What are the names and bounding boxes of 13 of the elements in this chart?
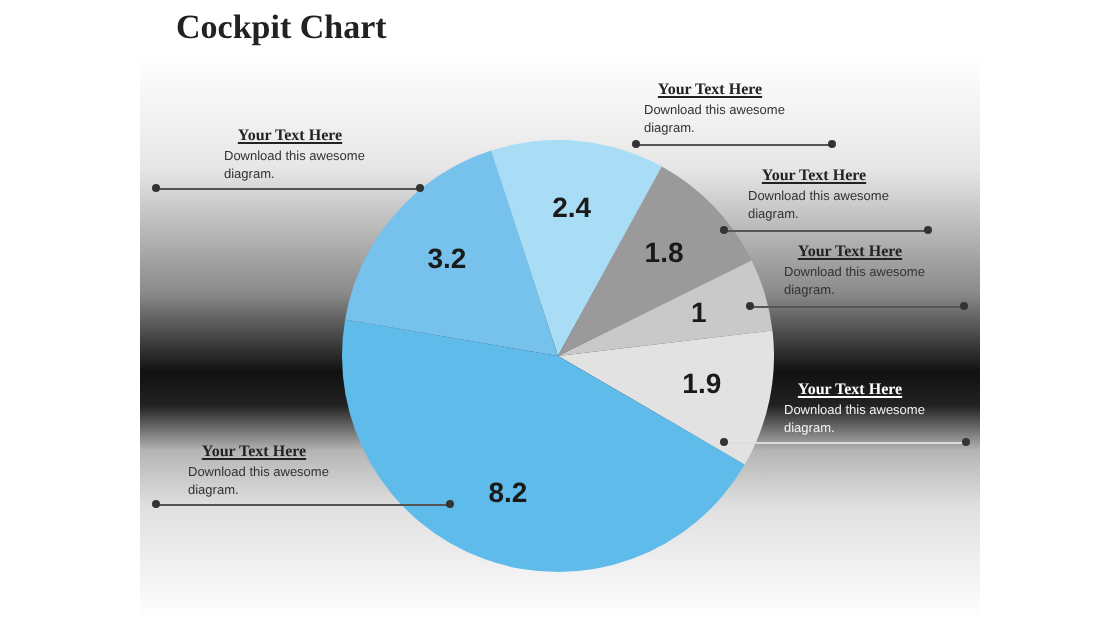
data-label: 1 xyxy=(691,295,708,328)
text: Your Text Here xyxy=(795,380,905,398)
data-label: 1.9 xyxy=(682,367,722,400)
text: Your Text Here xyxy=(795,242,905,260)
data-label: 2.4 xyxy=(552,191,592,224)
data-label: 1.8 xyxy=(644,236,684,269)
text: Your Text Here xyxy=(655,80,765,98)
text: Your Text Here xyxy=(759,166,869,184)
text: Your Text Here xyxy=(199,442,309,460)
data-label: 3.2 xyxy=(427,241,467,274)
text: Your Text Here xyxy=(235,126,345,144)
data-label: 8.2 xyxy=(488,475,528,508)
chart-title: Cockpit Chart xyxy=(176,8,387,48)
